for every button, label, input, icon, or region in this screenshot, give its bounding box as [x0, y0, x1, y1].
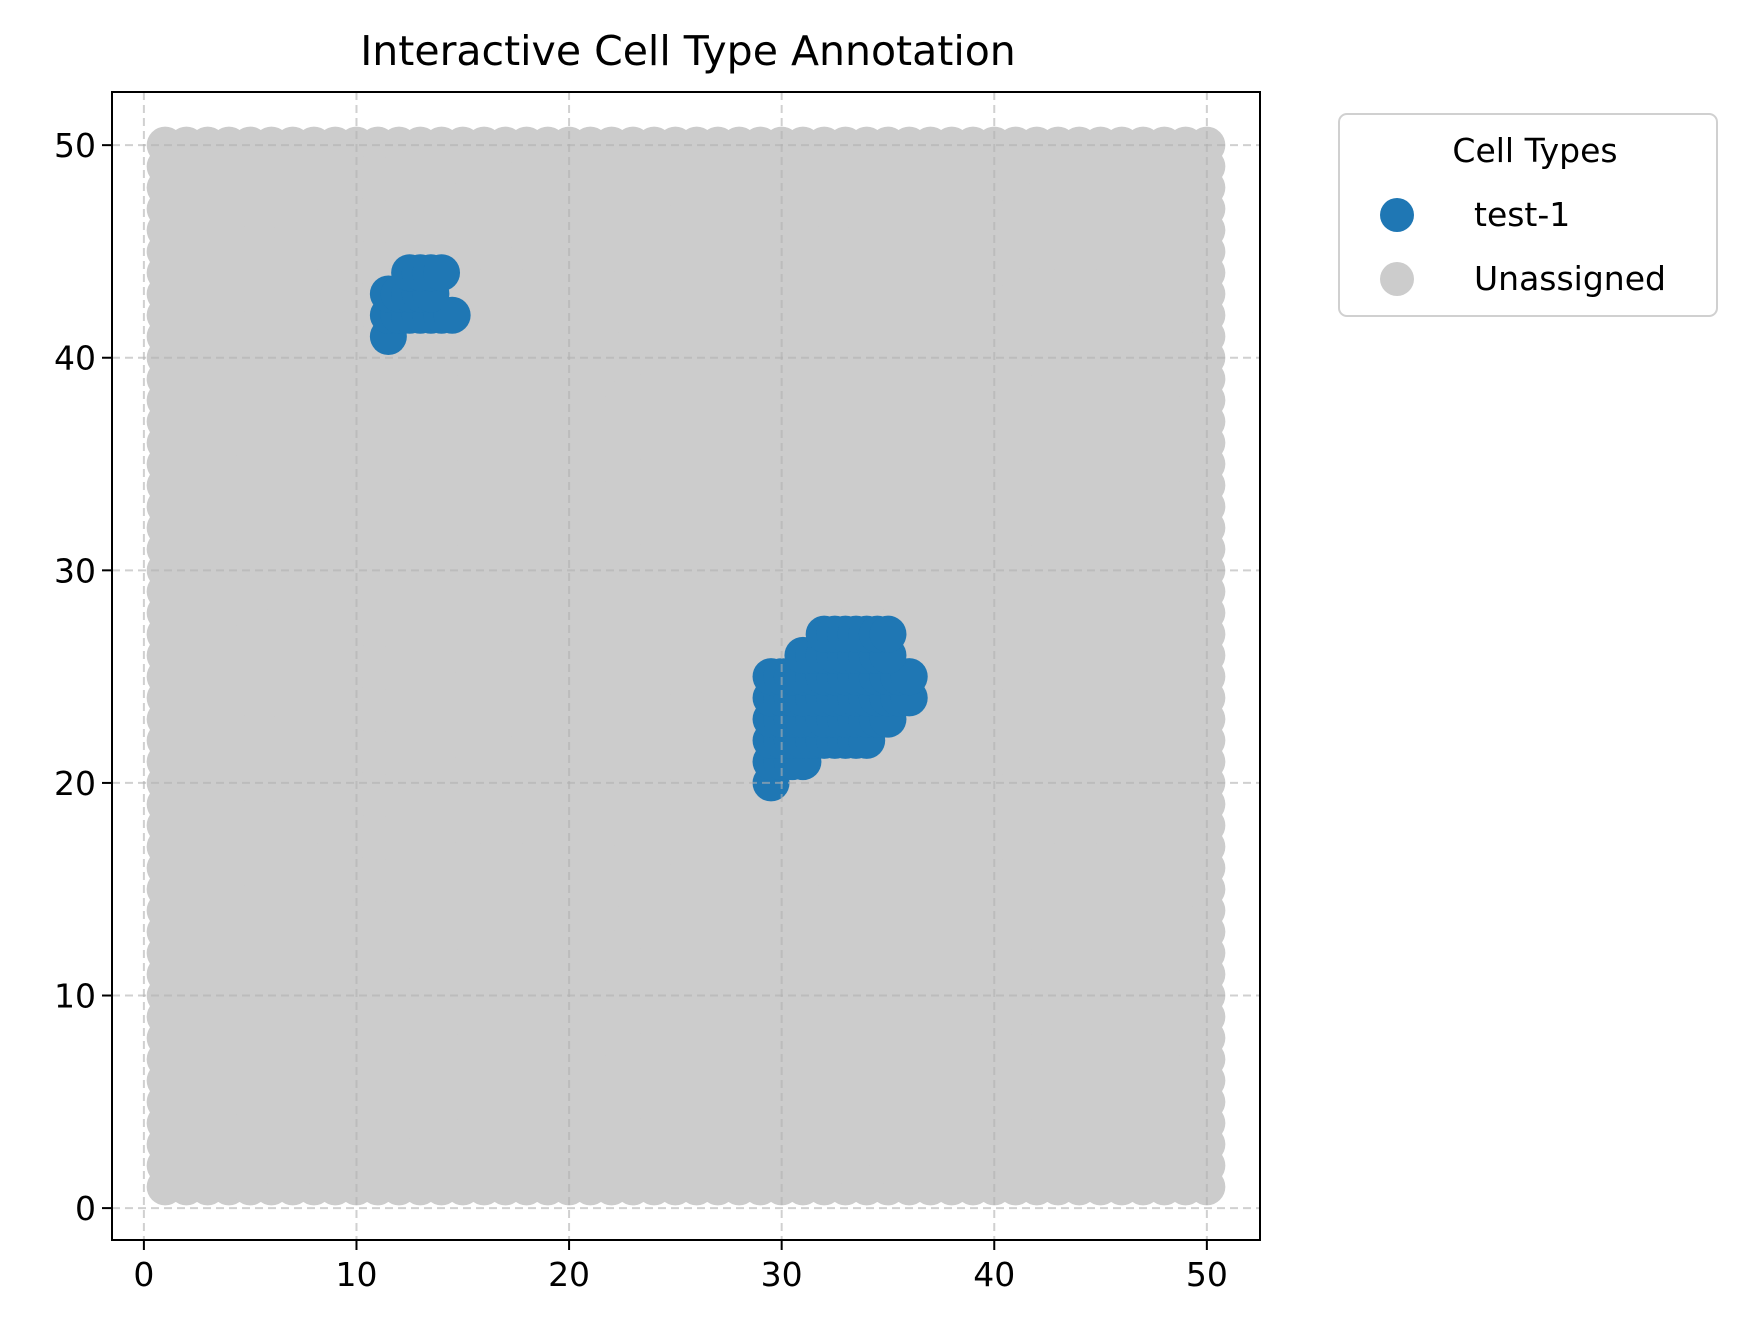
y-tick-label: 40	[54, 339, 96, 378]
y-tick-label: 0	[75, 1189, 96, 1228]
x-tick-label: 10	[335, 1255, 377, 1294]
y-tick-label: 10	[54, 977, 96, 1016]
point-test-1	[869, 615, 907, 653]
point-test-1	[423, 254, 461, 292]
legend-label-test-1: test-1	[1474, 195, 1570, 234]
plot-area: 0 10 20 30 40 50 0 10 20 30 40 50	[54, 91, 1261, 1294]
x-tick-label: 50	[1186, 1255, 1228, 1294]
plot-frame	[111, 91, 1261, 1241]
test-1-points	[369, 254, 928, 802]
x-tick-label: 20	[548, 1255, 590, 1294]
legend-marker-test-1	[1380, 198, 1414, 232]
legend-marker-unassigned	[1380, 262, 1414, 296]
y-tick-label: 30	[54, 551, 96, 590]
y-tick-label: 20	[54, 764, 96, 803]
axis-ticks: 0 10 20 30 40 50 0 10 20 30 40 50	[54, 126, 1228, 1294]
chart-title: Interactive Cell Type Annotation	[360, 27, 1016, 75]
legend-box	[1338, 113, 1718, 317]
y-tick-label: 50	[54, 126, 96, 165]
grid-lines	[112, 92, 1260, 1240]
x-tick-label: 0	[133, 1255, 154, 1294]
unassigned-points	[146, 126, 1226, 1206]
x-tick-label: 30	[761, 1255, 803, 1294]
x-tick-label: 40	[973, 1255, 1015, 1294]
legend: Cell Types test-1 Unassigned	[1338, 113, 1718, 317]
legend-title: Cell Types	[1452, 131, 1617, 170]
legend-label-unassigned: Unassigned	[1474, 259, 1666, 298]
